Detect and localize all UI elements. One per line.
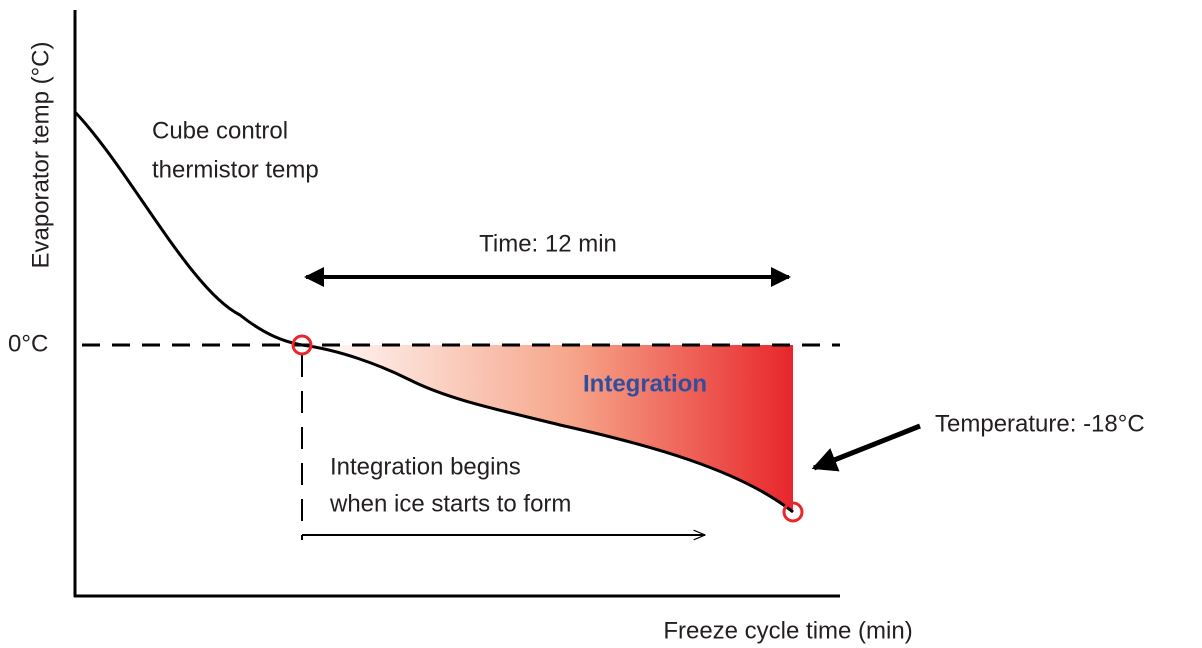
- zero-label: 0°C: [8, 330, 48, 357]
- start-point: [291, 334, 313, 356]
- integration-area: [302, 345, 793, 512]
- begin-label: Integration begins: [330, 453, 521, 480]
- temperature-arrow: [811, 423, 921, 472]
- temperature-curve: [73, 110, 794, 514]
- area-label: Integration: [583, 370, 707, 397]
- y-axis-label: Evaporator temp (°C): [27, 41, 54, 268]
- temperature-label: Temperature: -18°C: [935, 410, 1145, 437]
- curve-label: Cube control: [152, 117, 288, 144]
- time-label: Time: 12 min: [479, 230, 617, 257]
- begin-label: when ice starts to form: [329, 490, 571, 517]
- x-axis-label: Freeze cycle time (min): [663, 617, 912, 644]
- end-point: [782, 501, 804, 523]
- curve-label: thermistor temp: [152, 156, 319, 183]
